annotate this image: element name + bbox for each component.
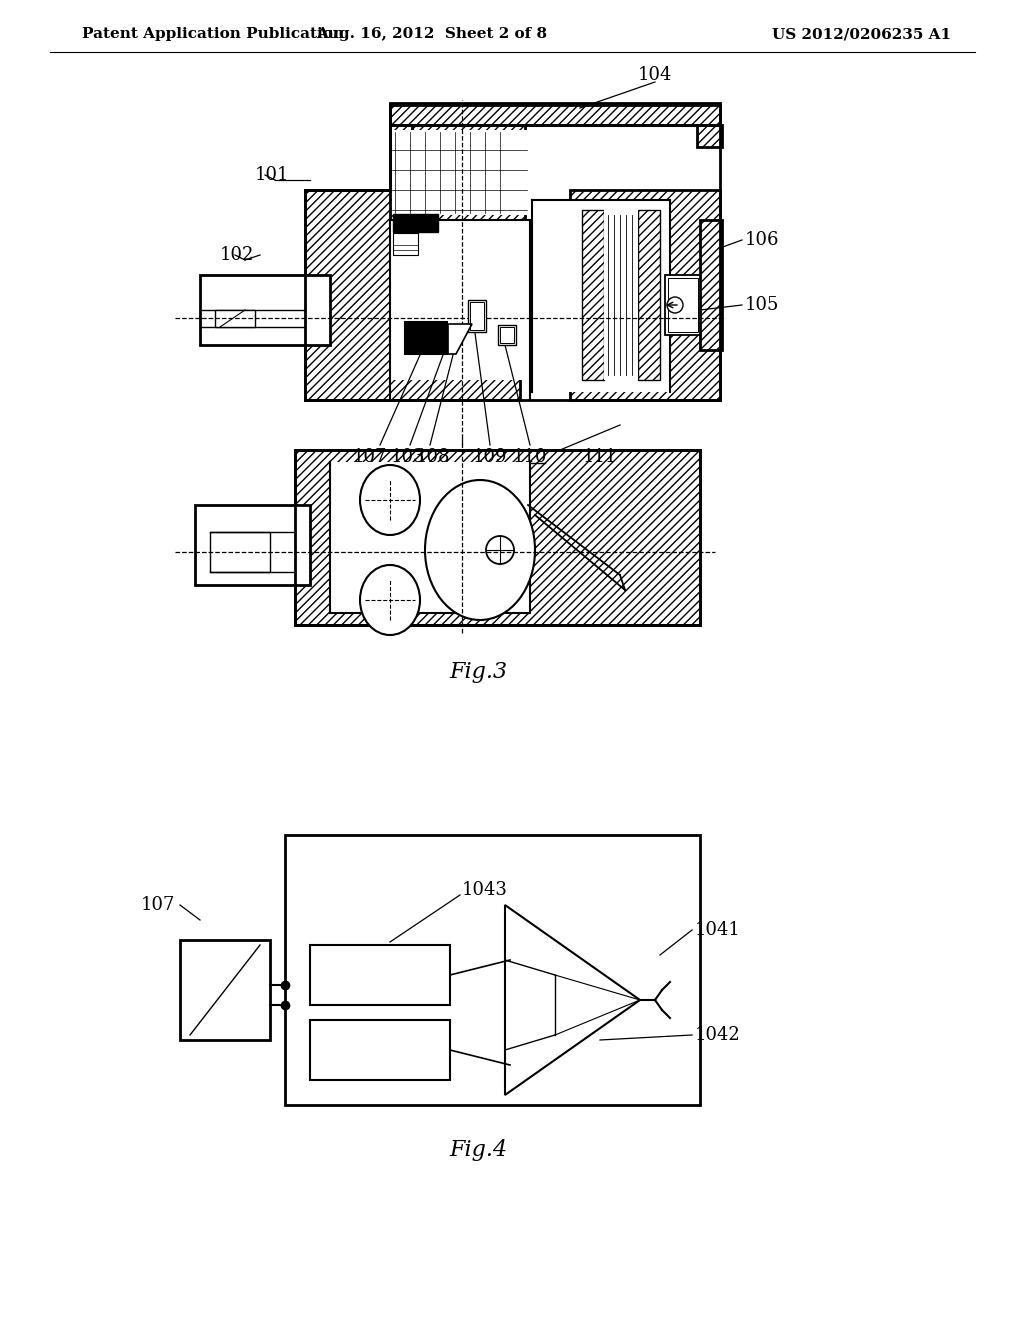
Text: 106: 106 — [745, 231, 779, 249]
Text: Patent Application Publication: Patent Application Publication — [82, 26, 344, 41]
Bar — [310, 945, 450, 1005]
Text: 108: 108 — [416, 447, 451, 466]
Bar — [305, 190, 520, 400]
Text: 110: 110 — [513, 447, 547, 466]
Text: 1042: 1042 — [695, 1026, 740, 1044]
Text: 104: 104 — [638, 66, 672, 84]
Text: Aug. 16, 2012  Sheet 2 of 8: Aug. 16, 2012 Sheet 2 of 8 — [316, 26, 548, 41]
Text: 107: 107 — [353, 447, 387, 466]
Bar — [665, 275, 700, 335]
Bar — [390, 125, 412, 147]
Bar — [295, 450, 700, 624]
Circle shape — [486, 536, 514, 564]
Bar — [390, 103, 720, 125]
Bar — [498, 325, 516, 345]
Text: 101: 101 — [255, 166, 290, 183]
Text: Fig.3: Fig.3 — [449, 661, 507, 682]
Bar — [393, 214, 438, 232]
Bar — [330, 462, 530, 612]
Bar — [638, 210, 660, 380]
Bar — [604, 210, 638, 380]
Text: 102: 102 — [220, 246, 254, 264]
Bar — [392, 129, 527, 215]
Bar — [295, 450, 700, 624]
Text: 1041: 1041 — [695, 921, 741, 939]
Bar — [215, 310, 255, 327]
Bar — [200, 275, 330, 345]
Ellipse shape — [360, 465, 420, 535]
Text: Fig.4: Fig.4 — [449, 1139, 507, 1162]
Text: US 2012/0206235 A1: US 2012/0206235 A1 — [772, 26, 951, 41]
Ellipse shape — [425, 480, 535, 620]
Bar — [700, 220, 722, 350]
Text: 107: 107 — [140, 896, 175, 913]
Text: 103: 103 — [391, 447, 425, 466]
Polygon shape — [505, 906, 640, 1096]
Polygon shape — [449, 323, 472, 354]
Bar — [500, 327, 514, 343]
Bar — [470, 302, 484, 330]
Bar — [468, 300, 486, 333]
Text: 109: 109 — [473, 447, 507, 466]
Bar — [668, 279, 698, 333]
Text: 111: 111 — [583, 447, 617, 466]
Bar — [582, 210, 604, 380]
Bar — [406, 322, 435, 354]
Bar — [310, 1020, 450, 1080]
Ellipse shape — [360, 565, 420, 635]
Bar — [210, 532, 270, 572]
Bar — [532, 201, 670, 392]
Bar — [285, 836, 700, 1105]
Bar — [180, 940, 270, 1040]
Bar — [697, 125, 722, 147]
Bar — [393, 234, 418, 255]
Bar — [437, 322, 447, 354]
Bar — [390, 220, 530, 380]
Text: 1043: 1043 — [462, 880, 508, 899]
Bar — [390, 106, 525, 220]
Bar — [570, 190, 720, 400]
Bar — [195, 506, 310, 585]
Circle shape — [667, 297, 683, 313]
Text: 105: 105 — [745, 296, 779, 314]
